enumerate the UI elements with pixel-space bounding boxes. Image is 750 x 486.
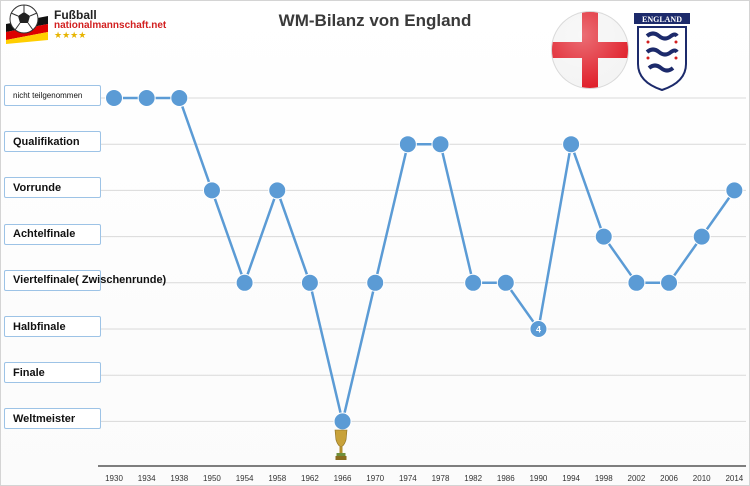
- x-tick-label: 2002: [628, 474, 646, 483]
- logo-stars: ★★★★: [54, 30, 87, 40]
- y-category-label: Halbfinale: [4, 316, 101, 337]
- x-tick-label: 1994: [562, 474, 580, 483]
- x-tick-label: 1982: [464, 474, 482, 483]
- x-tick-label: 1970: [366, 474, 384, 483]
- x-tick-label: 2006: [660, 474, 678, 483]
- series-line-england: [114, 96, 736, 422]
- x-tick-label: 1930: [105, 474, 123, 483]
- y-category-label: Vorrunde: [4, 177, 101, 199]
- data-point[interactable]: [333, 412, 352, 431]
- x-tick-label: 1966: [334, 474, 352, 483]
- data-point[interactable]: [170, 89, 189, 107]
- x-tick-label: 1986: [497, 474, 515, 483]
- data-label: 4: [536, 325, 541, 335]
- chart-title: WM-Bilanz von England: [278, 11, 472, 30]
- data-point[interactable]: [529, 320, 548, 338]
- logo-text-domain: nationalmannschaft.net: [54, 20, 167, 31]
- data-point[interactable]: [660, 273, 679, 292]
- england-flag-icon: [551, 11, 629, 89]
- x-tick-label: 2010: [693, 474, 711, 483]
- data-point[interactable]: [268, 181, 287, 200]
- x-tick-label: 1950: [203, 474, 221, 483]
- data-point[interactable]: [562, 135, 581, 154]
- y-category-label: Viertelfinale( Zwischenrunde): [4, 269, 166, 291]
- data-point[interactable]: [300, 273, 319, 292]
- data-point[interactable]: [594, 227, 613, 246]
- data-point[interactable]: [496, 273, 515, 292]
- data-point[interactable]: [627, 273, 646, 292]
- x-tick-label: 1958: [268, 474, 286, 483]
- y-category-label: nicht teilgenommen: [4, 85, 101, 106]
- x-tick-label: 1978: [432, 474, 450, 483]
- data-point[interactable]: [366, 273, 385, 292]
- x-tick-label: 1974: [399, 474, 417, 483]
- data-point[interactable]: [105, 89, 123, 107]
- data-point[interactable]: [235, 273, 254, 292]
- trophy-icon: [334, 429, 348, 460]
- data-point[interactable]: [464, 273, 483, 292]
- x-tick-label: 2014: [725, 474, 743, 483]
- england-crest-icon: ENGLAND: [634, 13, 690, 92]
- data-point[interactable]: [431, 135, 450, 154]
- y-category-label: Achtelfinale: [4, 223, 101, 245]
- x-tick-label: 1998: [595, 474, 613, 483]
- site-logo[interactable]: Fußball nationalmannschaft.net ★★★★: [4, 2, 166, 44]
- data-point[interactable]: [137, 89, 156, 107]
- logo-text-main: Fußball: [54, 8, 97, 22]
- football-flag-icon: [6, 4, 48, 44]
- x-tick-label: 1934: [138, 474, 156, 483]
- data-point[interactable]: [202, 181, 221, 200]
- crest-label: ENGLAND: [642, 15, 682, 24]
- y-category-label: Weltmeister: [4, 408, 101, 430]
- data-point[interactable]: [692, 227, 711, 246]
- x-tick-label: 1990: [530, 474, 548, 483]
- y-category-label: Finale: [4, 362, 101, 384]
- x-tick-label: 1962: [301, 474, 319, 483]
- x-tick-label: 1954: [236, 474, 254, 483]
- data-point[interactable]: [725, 181, 744, 200]
- y-category-label: Qualifikation: [4, 131, 101, 153]
- data-point[interactable]: [398, 135, 417, 154]
- x-tick-label: 1938: [170, 474, 188, 483]
